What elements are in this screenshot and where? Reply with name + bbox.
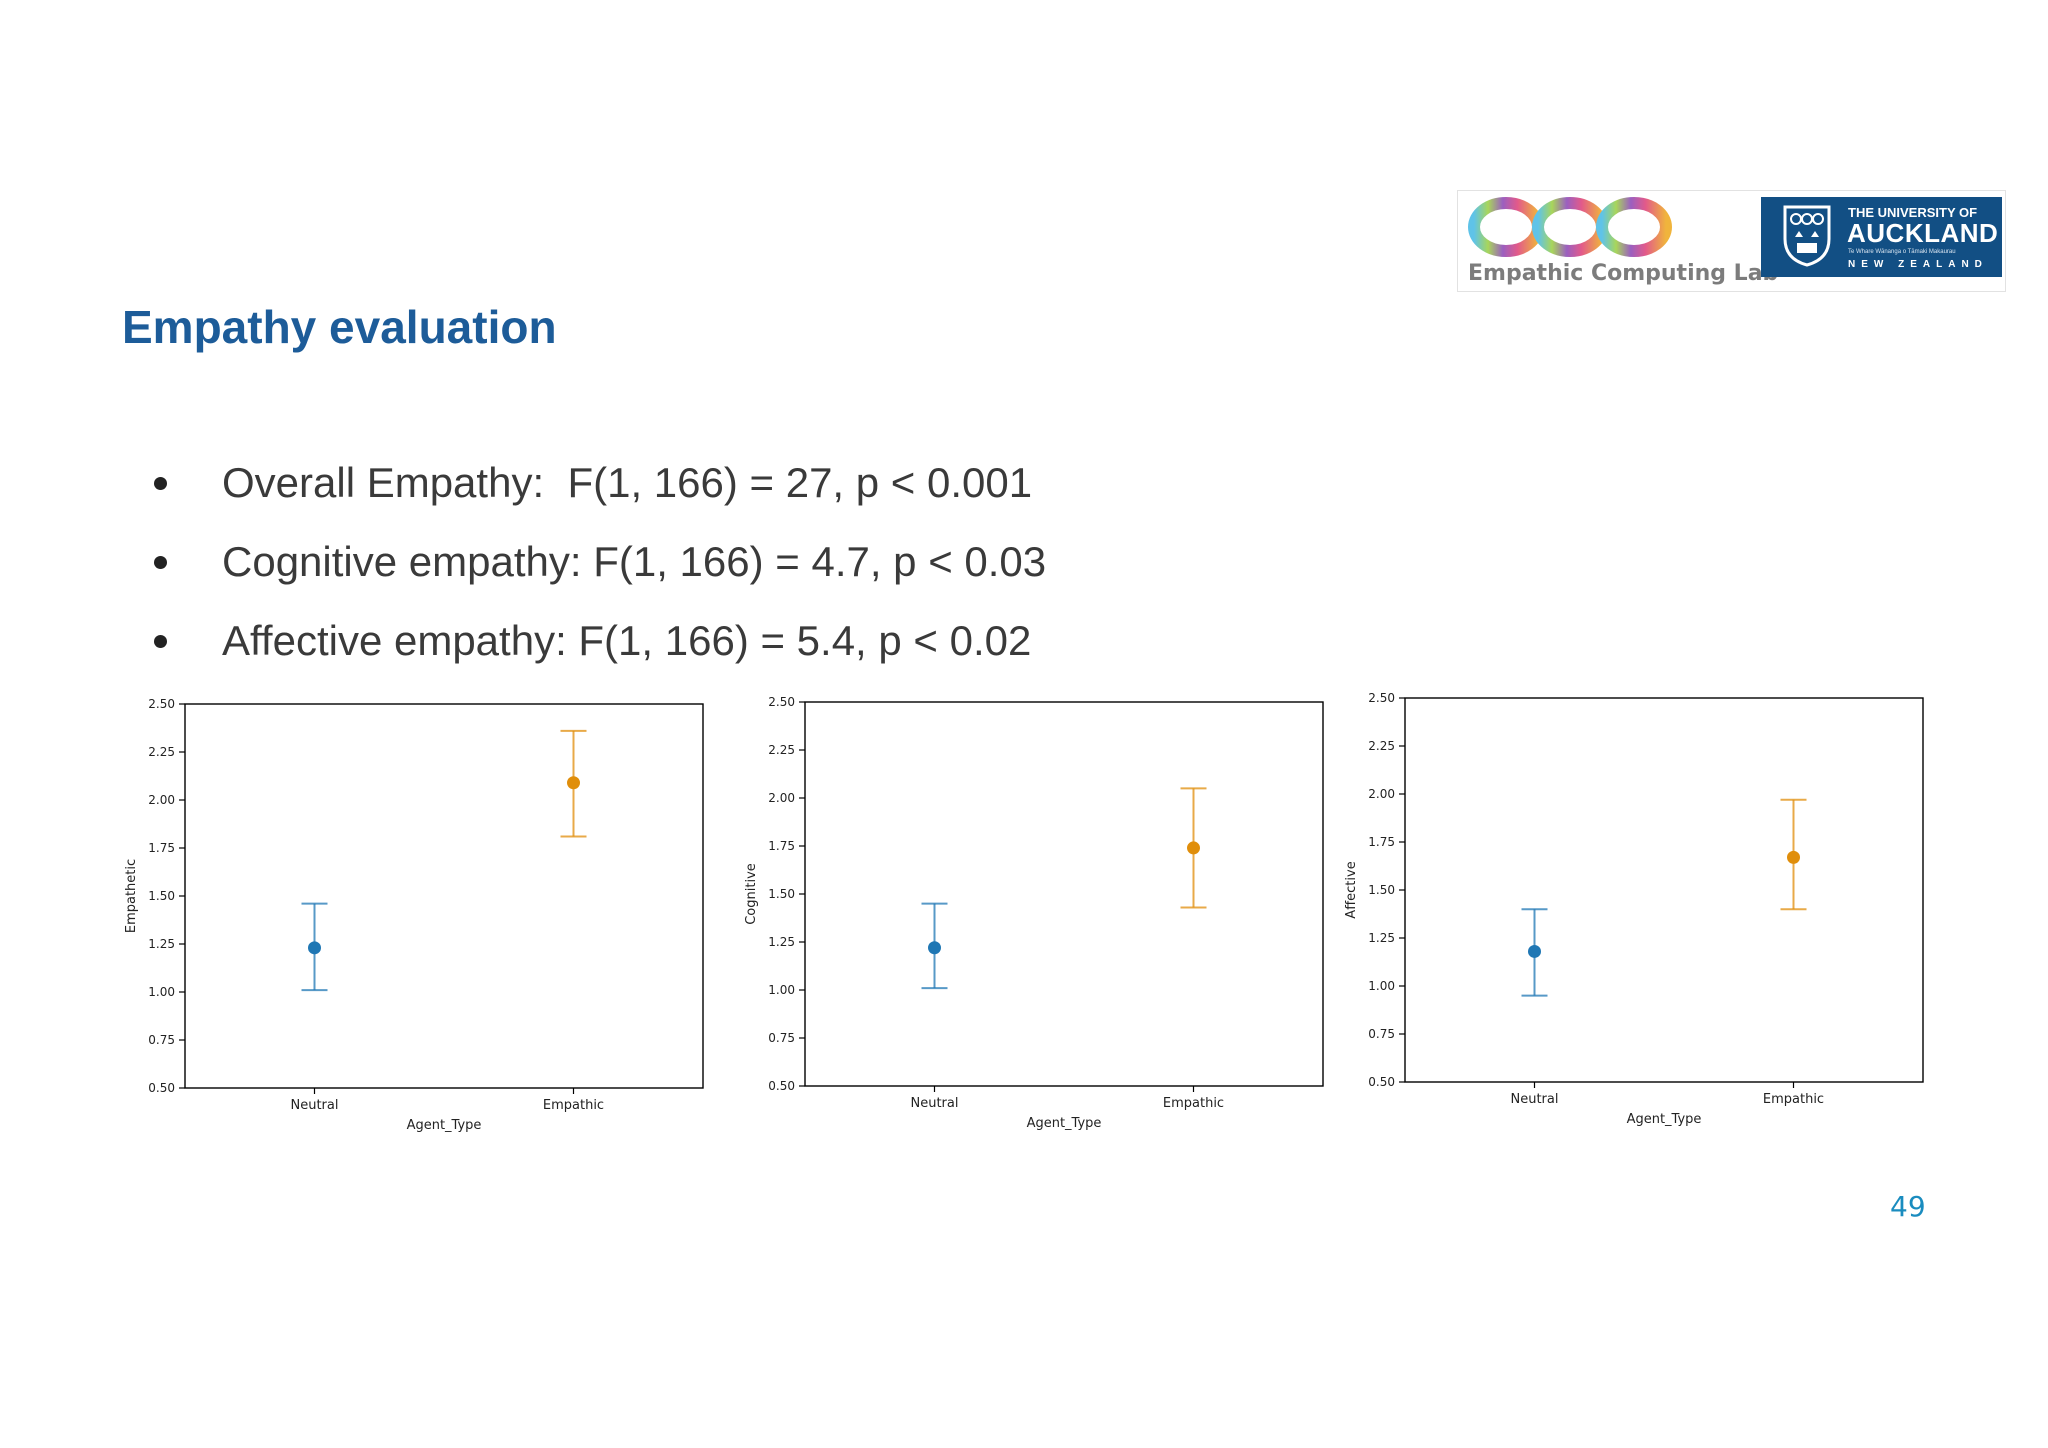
- university-line4: NEW ZEALAND: [1848, 259, 1988, 270]
- y-tick-label: 1.00: [148, 985, 175, 999]
- y-tick-label: 0.50: [148, 1081, 175, 1095]
- y-tick-label: 1.25: [1368, 931, 1395, 945]
- empathetic-chart: 0.50 0.75 1.00 1.25 1.50 1.75 2.00 2.25 2.50 Neut…: [124, 697, 704, 1133]
- page-number: 49: [1890, 1190, 1926, 1223]
- bullet-text: Overall Empathy: F(1, 166) = 27, p < 0.0…: [222, 459, 1033, 506]
- y-tick-label: 0.75: [768, 1031, 795, 1045]
- bullet-cognitive-empathy: Cognitive empathy: F(1, 166) = 4.7, p < …: [150, 534, 1046, 613]
- bullet-dot-icon: [154, 477, 167, 490]
- y-tick-label: 2.00: [1368, 787, 1395, 801]
- x-axis-label: Agent_Type: [407, 1118, 482, 1133]
- bullet-dot-icon: [154, 635, 167, 648]
- infinity-logo-icon: [1468, 197, 1672, 257]
- logo-banner: Empathic Computing Lab THE UNIVERSITY OF…: [1457, 190, 2006, 292]
- bullet-text: Cognitive empathy: F(1, 166) = 4.7, p < …: [222, 538, 1047, 585]
- university-line3: Te Whare Wānanga o Tāmaki Makaurau: [1848, 249, 1956, 255]
- cognitive-chart: 0.50 0.75 1.00 1.25 1.50 1.75 2.00 2.25 2.50 Neut…: [744, 695, 1324, 1131]
- y-tick-label: 0.50: [768, 1079, 795, 1093]
- y-tick-label: 0.75: [1368, 1027, 1395, 1041]
- lab-name: Empathic Computing Lab: [1468, 261, 1779, 286]
- x-tick-label-neutral: Neutral: [1511, 1092, 1559, 1107]
- crest-icon: [1783, 205, 1831, 267]
- university-line1: THE UNIVERSITY OF: [1848, 205, 1978, 220]
- findings-list: Overall Empathy: F(1, 166) = 27, p < 0.0…: [150, 455, 1046, 692]
- y-tick-label: 2.00: [148, 793, 175, 807]
- mean-point-empathic: [567, 776, 580, 790]
- y-tick-label: 1.75: [768, 839, 795, 853]
- mean-point-neutral: [308, 941, 321, 955]
- y-tick-label: 2.25: [768, 743, 795, 757]
- y-axis-label: Cognitive: [744, 863, 759, 925]
- y-tick-label: 2.00: [768, 791, 795, 805]
- bullet-overall-empathy: Overall Empathy: F(1, 166) = 27, p < 0.0…: [150, 455, 1032, 534]
- y-tick-label: 2.25: [148, 745, 175, 759]
- plot-frame: [184, 703, 704, 1089]
- bullet-dot-icon: [154, 556, 167, 569]
- x-tick-label-neutral: Neutral: [291, 1098, 339, 1113]
- mean-point-empathic: [1187, 841, 1200, 855]
- y-tick-label: 2.25: [1368, 739, 1395, 753]
- y-tick-label: 0.75: [148, 1033, 175, 1047]
- y-tick-label: 0.50: [1368, 1075, 1395, 1089]
- plot-frame: [804, 701, 1324, 1087]
- bullet-affective-empathy: Affective empathy: F(1, 166) = 5.4, p < …: [150, 613, 1031, 692]
- x-axis-label: Agent_Type: [1027, 1116, 1102, 1131]
- y-axis-label: Affective: [1344, 861, 1359, 918]
- y-tick-label: 1.25: [768, 935, 795, 949]
- mean-point-empathic: [1787, 850, 1800, 864]
- y-tick-label: 1.25: [148, 937, 175, 951]
- y-tick-label: 1.50: [148, 889, 175, 903]
- university-line2: AUCKLAND: [1847, 218, 1999, 248]
- y-tick-label: 2.50: [768, 695, 795, 709]
- empathic-computing-lab-logo: Empathic Computing Lab: [1462, 193, 1778, 289]
- mean-point-neutral: [1528, 944, 1541, 958]
- y-tick-label: 1.00: [1368, 979, 1395, 993]
- mean-point-neutral: [928, 941, 941, 955]
- y-tick-label: 1.00: [768, 983, 795, 997]
- y-tick-label: 1.75: [1368, 835, 1395, 849]
- y-tick-label: 1.75: [148, 841, 175, 855]
- y-axis-label: Empathetic: [124, 859, 139, 933]
- y-tick-label: 2.50: [1368, 691, 1395, 705]
- x-tick-label-empathic: Empathic: [1763, 1092, 1824, 1107]
- y-tick-label: 1.50: [768, 887, 795, 901]
- slide-title: Empathy evaluation: [122, 301, 557, 353]
- affective-chart: 0.50 0.75 1.00 1.25 1.50 1.75 2.00 2.25 2.50 Neut…: [1344, 691, 1924, 1127]
- y-tick-label: 2.50: [148, 697, 175, 711]
- university-of-auckland-logo: THE UNIVERSITY OF AUCKLAND Te Whare Wāna…: [1761, 197, 2002, 277]
- x-axis-label: Agent_Type: [1627, 1112, 1702, 1127]
- plot-frame: [1404, 697, 1924, 1083]
- x-tick-label-empathic: Empathic: [543, 1098, 604, 1113]
- x-tick-label-empathic: Empathic: [1163, 1096, 1224, 1111]
- y-tick-label: 1.50: [1368, 883, 1395, 897]
- bullet-text: Affective empathy: F(1, 166) = 5.4, p < …: [222, 617, 1032, 664]
- x-tick-label-neutral: Neutral: [911, 1096, 959, 1111]
